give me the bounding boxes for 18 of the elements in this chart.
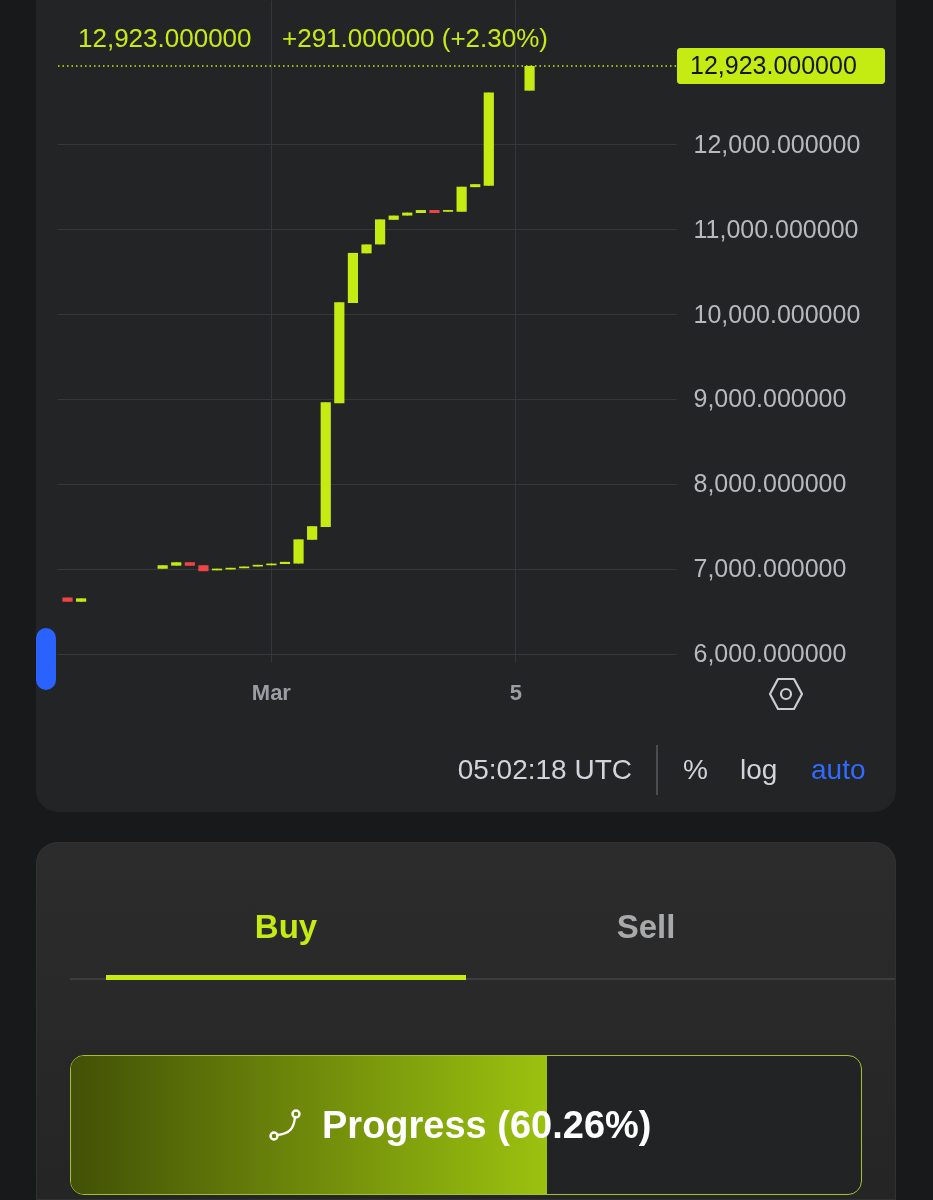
annotation: 12,923.000000 [78, 23, 252, 53]
text: % [683, 754, 708, 785]
text: auto [811, 754, 866, 785]
y-tick-label: 11,000.000000 [693, 214, 859, 243]
x-tick-label: Mar [251, 679, 292, 705]
x-tick-label: 5 [509, 679, 523, 705]
y-tick-label: 12,000.000000 [693, 129, 861, 158]
text: log [740, 754, 778, 785]
y-tick-label: 10,000.000000 [693, 299, 861, 328]
ref-line-label: 12,923.000000 [690, 50, 857, 79]
annotation: +291.000000 (+2.30%) [282, 23, 548, 53]
text: 05:02:18 UTC [457, 754, 632, 785]
y-tick-label: 7,000.000000 [693, 554, 847, 583]
y-tick-label: 6,000.000000 [693, 639, 847, 668]
text: Sell [616, 907, 676, 945]
y-tick-label: 9,000.000000 [693, 384, 847, 413]
y-tick-label: 8,000.000000 [693, 469, 847, 498]
text: Buy [254, 907, 318, 945]
